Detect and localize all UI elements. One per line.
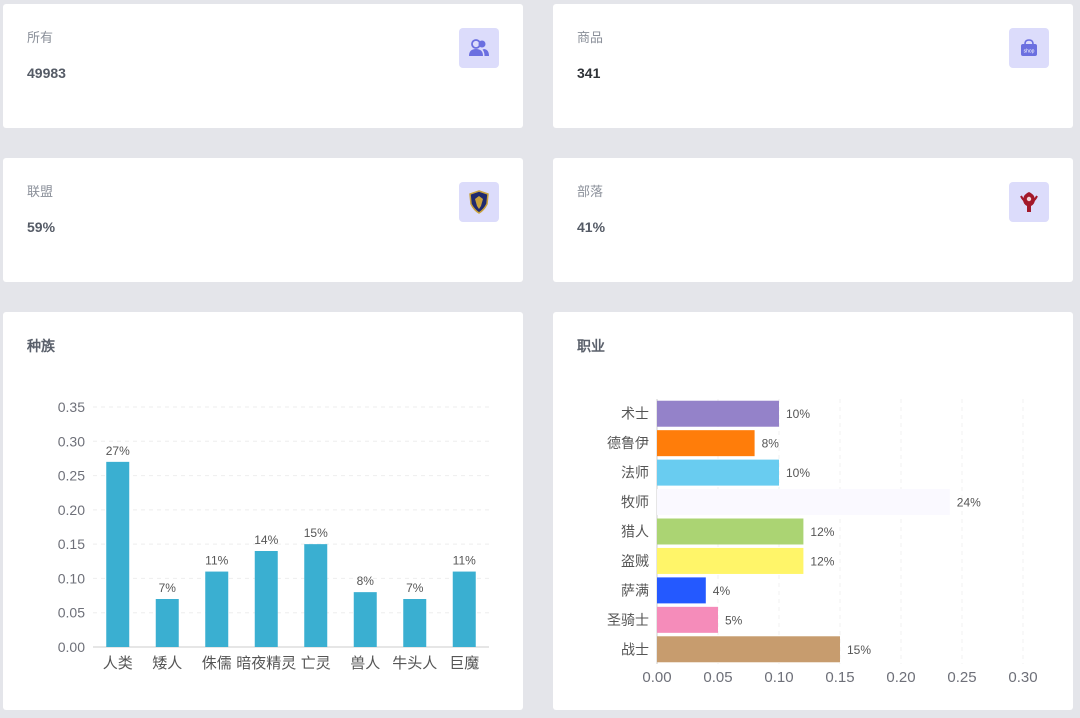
- data-label: 10%: [786, 407, 810, 421]
- y-tick-label: 猎人: [621, 524, 649, 540]
- x-tick-label: 0.10: [764, 669, 793, 686]
- stat-card-goods: 商品 341 shop: [553, 4, 1073, 128]
- bar: [353, 592, 377, 647]
- stat-card-alliance: 联盟 59%: [3, 158, 523, 282]
- stat-label: 联盟: [27, 184, 54, 199]
- data-label: 27%: [106, 444, 130, 458]
- data-label: 15%: [847, 643, 871, 657]
- data-label: 7%: [159, 581, 177, 595]
- y-tick-label: 萨满: [621, 582, 649, 598]
- y-tick-label: 0.30: [58, 433, 85, 449]
- y-tick-label: 牧师: [621, 494, 649, 510]
- stat-card-all: 所有 49983: [3, 4, 523, 128]
- shop-bag-icon: shop: [1009, 28, 1049, 68]
- x-tick-label: 0.25: [947, 669, 976, 686]
- y-tick-label: 德鲁伊: [607, 435, 649, 451]
- class-chart-card: 职业 0.00 0.05 0.10 0.15 0.20 0.25 0.30 10% 术士 8% 德鲁…: [553, 312, 1073, 710]
- race-bar-chart: 0.00 0.05 0.10 0.15 0.20 0.25 0.30 0.35 27% 人类 7% 矮…: [58, 399, 489, 672]
- bar: [304, 544, 328, 647]
- data-label: 24%: [957, 496, 981, 510]
- bar: [657, 547, 804, 574]
- y-tick-label: 0.35: [58, 399, 85, 415]
- x-tick-label: 0.00: [642, 669, 671, 686]
- stat-card-horde: 部落 41%: [553, 158, 1073, 282]
- bar: [657, 606, 718, 633]
- bar: [657, 489, 950, 516]
- bar: [657, 400, 779, 427]
- stat-value: 59%: [27, 219, 56, 235]
- alliance-crest-icon: [459, 182, 499, 222]
- y-tick-label: 术士: [621, 406, 649, 422]
- y-tick-label: 0.20: [58, 502, 85, 518]
- data-label: 8%: [357, 574, 375, 588]
- data-label: 8%: [762, 437, 780, 451]
- y-tick-label: 0.10: [58, 570, 85, 586]
- x-tick-label: 兽人: [350, 655, 380, 672]
- data-label: 10%: [786, 466, 810, 480]
- x-tick-label: 亡灵: [301, 655, 331, 672]
- users-icon: [459, 28, 499, 68]
- horde-crest-icon: [1009, 182, 1049, 222]
- bar: [205, 571, 229, 647]
- stat-label: 部落: [577, 184, 604, 199]
- data-label: 7%: [406, 581, 424, 595]
- data-label: 15%: [304, 526, 328, 540]
- stat-label: 商品: [577, 30, 604, 45]
- x-tick-label: 巨魔: [449, 655, 479, 672]
- bar: [155, 599, 179, 647]
- bar: [657, 577, 706, 604]
- x-tick-label: 0.05: [703, 669, 732, 686]
- data-label: 12%: [810, 554, 834, 568]
- bar: [106, 461, 130, 647]
- y-tick-label: 0.05: [58, 605, 85, 621]
- x-tick-label: 0.20: [886, 669, 915, 686]
- data-label: 4%: [713, 584, 731, 598]
- data-label: 11%: [453, 554, 476, 568]
- race-chart-card: 种族 0.00 0.05 0.10 0.15 0.20 0.25 0.30 0.35 27% 人类…: [3, 312, 523, 710]
- chart-title: 种族: [27, 338, 55, 354]
- bar: [657, 459, 779, 486]
- x-tick-label: 矮人: [152, 655, 182, 672]
- data-label: 11%: [205, 554, 228, 568]
- data-label: 14%: [254, 533, 278, 547]
- stat-value: 49983: [27, 65, 66, 81]
- stat-value: 41%: [577, 219, 606, 235]
- bar: [657, 636, 840, 663]
- x-tick-label: 0.15: [825, 669, 854, 686]
- bar: [254, 551, 278, 647]
- y-tick-label: 圣骑士: [607, 612, 649, 628]
- chart-title: 职业: [577, 338, 605, 354]
- data-label: 5%: [725, 613, 743, 627]
- y-tick-label: 0.25: [58, 468, 85, 484]
- x-tick-label: 牛头人: [392, 655, 437, 672]
- stat-value: 341: [577, 65, 601, 81]
- x-tick-label: 0.30: [1008, 669, 1037, 686]
- x-tick-label: 侏儒: [202, 655, 232, 672]
- y-tick-label: 0.15: [58, 536, 85, 552]
- y-tick-label: 法师: [621, 465, 649, 481]
- class-bar-chart: 0.00 0.05 0.10 0.15 0.20 0.25 0.30 10% 术士 8% 德鲁伊 10…: [607, 399, 1038, 686]
- x-tick-label: 人类: [103, 655, 133, 672]
- bar: [452, 571, 476, 647]
- data-label: 12%: [810, 525, 834, 539]
- shop-icon-text: shop: [1024, 49, 1035, 55]
- y-tick-label: 战士: [621, 641, 649, 657]
- y-tick-label: 0.00: [58, 639, 85, 655]
- bar: [657, 430, 755, 457]
- bar: [403, 599, 427, 647]
- y-tick-label: 盗贼: [621, 553, 649, 569]
- bar: [657, 518, 804, 545]
- x-tick-label: 暗夜精灵: [236, 655, 296, 672]
- stat-label: 所有: [27, 30, 54, 45]
